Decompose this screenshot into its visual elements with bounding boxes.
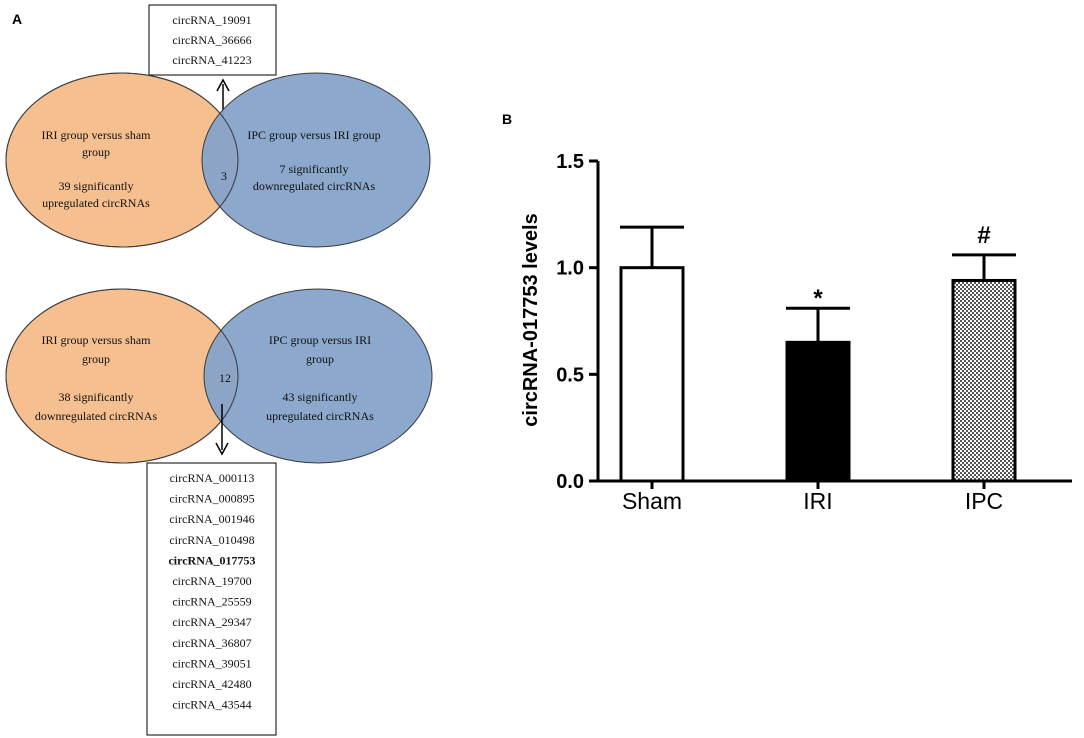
venn-top-right-line: IPC group versus IRI group (247, 128, 380, 142)
venn-top-left-text: IRI group versus sham group 39 significant… (42, 128, 152, 210)
circrna-list-item: circRNA_017753 (168, 553, 255, 567)
circrna-list-item: circRNA_000895 (169, 492, 254, 506)
circrna-list-item: circRNA_010498 (169, 533, 254, 547)
venn-bottom-left-outline (5, 288, 239, 464)
circrna-list-item: circRNA_36666 (172, 33, 251, 47)
top-arrow-head (216, 78, 230, 92)
circrna-list-item: circRNA_29347 (172, 615, 251, 629)
venn-bottom-right-line: upregulated circRNAs (266, 409, 374, 423)
y-tick-label: 0.5 (556, 364, 584, 386)
panel-b-letter: B (502, 111, 512, 127)
y-axis-title: circRNA-017753 levels (520, 213, 542, 426)
circrna-list-item: circRNA_19700 (172, 574, 251, 588)
x-tick-label: IRI (803, 488, 832, 514)
y-tick-label: 0.0 (556, 471, 584, 493)
circrna-list-item: circRNA_41223 (172, 53, 251, 67)
bottom-arrow-head (215, 442, 229, 456)
top-circrna-box (148, 4, 277, 76)
venn-top-left-line: upregulated circRNAs (42, 196, 150, 210)
y-tick-label: 1.0 (556, 258, 584, 280)
venn-bottom-left-line: IRI group versus sham (42, 333, 152, 347)
venn-bottom-right-line: 43 significantly (283, 390, 358, 404)
venn-top-left-line: IRI group versus sham (42, 128, 152, 142)
circrna-list-item: circRNA_19091 (172, 13, 251, 27)
venn-top-left-outline (5, 72, 239, 248)
circrna-list-item: circRNA_43544 (172, 698, 251, 712)
bar-ipc (951, 278, 1017, 483)
venn-bottom-left-text: IRI group versus sham group 38 significant… (35, 333, 158, 423)
venn-top-left-line: 39 significantly (59, 179, 134, 193)
venn-bottom-right-circle (203, 288, 433, 464)
significance-marker: # (977, 222, 990, 249)
circrna-list-item: circRNA_42480 (172, 677, 251, 691)
venn-bottom-left-line: 38 significantly (59, 390, 134, 404)
bottom-circrna-box (146, 462, 277, 736)
top-circrna-list: circRNA_19091 circRNA_36666 circRNA_41223 (172, 13, 251, 67)
venn-top-right-text: IPC group versus IRI group 7 significantl… (247, 128, 380, 193)
bar-chart: 0.0 0.5 1.0 1.5 Sham IRI * IPC # (556, 151, 1072, 514)
venn-bottom-right-line: IPC group versus IRI (269, 333, 371, 347)
venn-top-right-circle (201, 72, 431, 248)
venn-bottom-left-line: downregulated circRNAs (35, 409, 158, 423)
y-tick-label: 1.5 (556, 151, 584, 173)
circrna-list-item: circRNA_25559 (172, 595, 251, 609)
venn-bottom-right-line: group (306, 352, 334, 366)
venn-bottom-overlap-count: 12 (219, 371, 231, 385)
venn-top-left-line: group (82, 145, 110, 159)
venn-bottom-left-circle (5, 288, 239, 464)
circrna-list-item: circRNA_39051 (172, 656, 251, 670)
x-tick-label: Sham (622, 488, 682, 514)
bar-iri (785, 340, 851, 483)
venn-top-right-line: 7 significantly (280, 162, 349, 176)
x-tick-label: IPC (965, 488, 1003, 514)
venn-bottom-left-line: group (82, 352, 110, 366)
significance-marker: * (813, 285, 823, 312)
bar-sham (619, 266, 685, 483)
panel-a-letter: A (12, 11, 22, 27)
circrna-list-item: circRNA_001946 (169, 512, 254, 526)
bottom-circrna-list: circRNA_000113 circRNA_000895 circRNA_0019… (168, 471, 255, 712)
venn-top-right-line: downregulated circRNAs (253, 179, 376, 193)
venn-top-overlap-count: 3 (221, 169, 227, 183)
venn-bottom-right-text: IPC group versus IRI group 43 significantl… (266, 333, 374, 423)
circrna-list-item: circRNA_36807 (172, 636, 251, 650)
circrna-list-item: circRNA_000113 (170, 471, 255, 485)
